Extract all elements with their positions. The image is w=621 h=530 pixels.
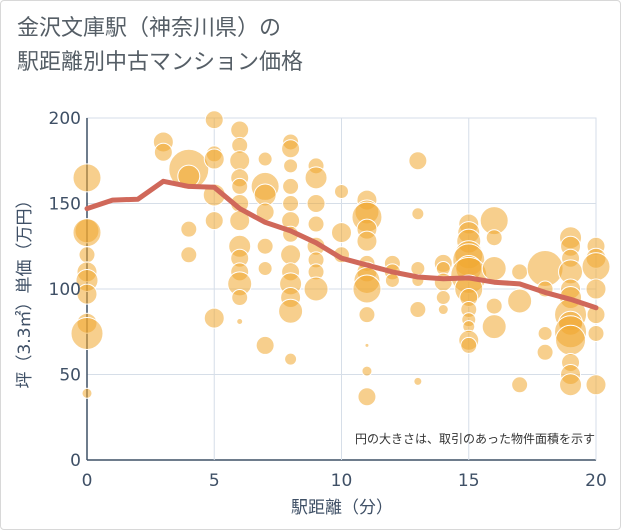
- bubble-point: [76, 283, 98, 305]
- x-tick-labels: 0 5 10 15 20: [82, 471, 607, 491]
- y-tick-labels: 0 50 100 150 200: [49, 109, 81, 471]
- bubble-point: [282, 177, 300, 195]
- bubble-point: [411, 207, 425, 221]
- bubble-size-note: 円の大きさは、取引のあった物件面積を示す: [355, 431, 595, 446]
- bubble-point: [283, 158, 299, 174]
- bubble-point: [81, 387, 93, 399]
- bubble-layer: [70, 110, 611, 407]
- x-tick-label: 10: [331, 471, 353, 491]
- bubble-point: [72, 218, 102, 248]
- chart-title: 金沢文庫駅（神奈川県）の 駅距離別中古マンション価格: [17, 12, 303, 80]
- bubble-point: [282, 195, 300, 212]
- bubble-point: [153, 142, 173, 162]
- y-tick-label: 50: [59, 366, 81, 386]
- bubble-point: [485, 229, 503, 247]
- bubble-point: [587, 324, 605, 342]
- bubble-point: [585, 278, 607, 300]
- bubble-point: [180, 220, 198, 238]
- bubble-point: [72, 163, 102, 193]
- y-tick-label: 100: [49, 280, 81, 300]
- bubble-point: [284, 352, 298, 366]
- bubble-point: [203, 148, 225, 170]
- bubble-point: [356, 230, 378, 252]
- bubble-point: [303, 276, 329, 302]
- bubble-point: [511, 376, 529, 394]
- chart-title-line-2: 駅距離別中古マンション価格: [17, 50, 304, 75]
- bubble-point: [410, 260, 426, 276]
- bubble-point: [204, 211, 224, 231]
- bubble-point: [481, 255, 507, 281]
- bubble-point: [236, 317, 244, 325]
- y-tick-label: 200: [49, 109, 81, 129]
- bubble-point: [304, 166, 328, 190]
- bubble-point: [255, 335, 275, 355]
- bubble-point: [180, 246, 198, 264]
- bubble-point: [257, 260, 273, 276]
- bubble-point: [361, 365, 373, 377]
- bubble-point: [306, 194, 326, 213]
- bubble-point: [78, 246, 96, 264]
- bubble-point: [231, 177, 249, 195]
- bubble-point: [413, 376, 423, 386]
- bubble-point: [204, 110, 224, 130]
- bubble-point: [585, 374, 607, 396]
- bubble-point: [278, 298, 304, 324]
- bubble-point: [352, 274, 382, 304]
- bubble-point: [231, 289, 249, 307]
- bubble-point: [555, 324, 587, 356]
- x-axis-title: 駅距離（分）: [291, 498, 393, 518]
- bubble-point: [460, 336, 478, 354]
- x-tick-label: 5: [209, 471, 220, 491]
- y-tick-label: 150: [49, 195, 81, 215]
- y-tick-label: 0: [70, 451, 81, 471]
- bubble-point: [307, 215, 325, 233]
- x-tick-label: 20: [585, 471, 607, 491]
- chart-title-line-1: 金沢文庫駅（神奈川県）の: [17, 16, 282, 41]
- bubble-point: [559, 373, 583, 397]
- bubble-point: [364, 342, 370, 348]
- bubble-point: [536, 343, 554, 361]
- bubble-point: [481, 314, 507, 340]
- bubble-point: [70, 316, 104, 350]
- bubble-point: [435, 290, 451, 306]
- bubble-point: [281, 139, 301, 159]
- bubble-point: [408, 151, 428, 171]
- bubble-point: [537, 325, 553, 341]
- bubble-point: [203, 307, 225, 329]
- bubble-point: [507, 288, 533, 314]
- x-tick-label: 0: [82, 471, 93, 491]
- y-axis-title: 坪（3.3㎡）単価（万円）: [15, 191, 35, 388]
- bubble-point: [256, 237, 274, 255]
- bubble-point: [229, 150, 251, 172]
- bubble-point: [384, 272, 400, 288]
- bubble-point: [257, 151, 273, 167]
- bubble-point: [280, 244, 302, 266]
- trend-line: [84, 178, 599, 311]
- bubble-point: [331, 222, 352, 244]
- bubble-point: [358, 306, 376, 324]
- bubble-point: [230, 120, 250, 140]
- x-tick-label: 15: [458, 471, 480, 491]
- bubble-point: [334, 184, 349, 200]
- bubble-point: [581, 252, 611, 282]
- bubble-point: [511, 263, 529, 281]
- bubble-point: [357, 387, 377, 407]
- bubble-point: [437, 304, 449, 316]
- bubble-point: [485, 297, 503, 315]
- bubble-point: [409, 301, 427, 319]
